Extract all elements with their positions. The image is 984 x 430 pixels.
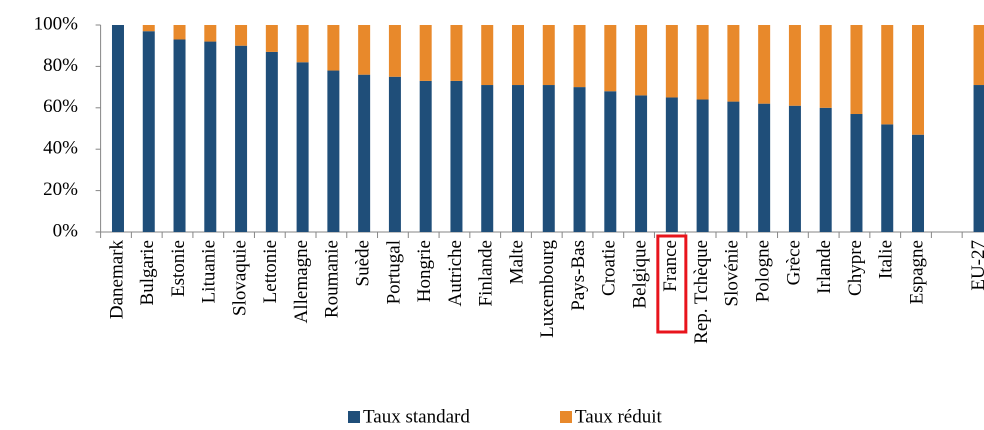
bar-segment	[819, 25, 832, 108]
bar-segment	[912, 134, 925, 232]
bar-segment	[665, 25, 678, 98]
x-tick-label: Pays-Bas	[568, 240, 589, 311]
x-tick-label: Croatie	[599, 240, 620, 296]
x-tick-label: Lituanie	[199, 240, 220, 303]
bar-segment	[204, 25, 217, 42]
bar-segment	[327, 70, 340, 232]
bar-segment	[542, 25, 555, 86]
bar-segment	[296, 62, 309, 233]
bar-segment	[788, 25, 801, 106]
x-tick-label: Allemagne	[291, 240, 312, 323]
bar-segment	[635, 25, 648, 96]
bar-segment	[788, 105, 801, 232]
x-tick-label: Bulgarie	[137, 240, 158, 305]
bar-segment	[973, 25, 984, 86]
bar-segment	[358, 74, 371, 233]
bar-segment	[850, 114, 863, 232]
bar-segment	[758, 25, 771, 104]
bar-segment	[388, 25, 401, 77]
bar-segment	[142, 25, 155, 32]
bar-segment	[973, 85, 984, 232]
legend-label: Taux standard	[363, 406, 470, 427]
x-tick-label: Suède	[353, 240, 374, 286]
y-tick-label: 80%	[43, 55, 78, 76]
bar-segment	[204, 41, 217, 233]
bar-segment	[665, 97, 678, 232]
y-tick-label: 20%	[43, 179, 78, 200]
bar-segment	[481, 25, 494, 86]
bar-segment	[511, 25, 524, 86]
bar-segment	[604, 25, 617, 92]
bar-segment	[635, 95, 648, 232]
bar-segment	[327, 25, 340, 71]
bar-segment	[388, 76, 401, 232]
x-tick-label: Luxembourg	[537, 240, 558, 338]
bar-segment	[450, 80, 463, 232]
y-tick-label: 100%	[34, 13, 79, 34]
x-tick-label: Portugal	[383, 240, 404, 304]
x-tick-label: Lettonie	[260, 240, 281, 303]
bar-segment	[881, 124, 894, 232]
x-tick-label: Danemark	[106, 240, 127, 320]
x-tick-label: Irlande	[814, 240, 835, 294]
x-tick-label: Roumanie	[322, 240, 343, 318]
x-tick-label: Chypre	[845, 240, 866, 296]
x-tick-label: Slovénie	[722, 240, 743, 307]
bar-segment	[542, 85, 555, 232]
bar-segment	[696, 99, 709, 233]
x-tick-label: Belgique	[629, 240, 650, 309]
x-tick-label: Finlande	[476, 240, 497, 307]
x-tick-label: Slovaquie	[229, 240, 250, 316]
x-tick-label: Grèce	[783, 240, 804, 285]
highlight-box	[656, 234, 688, 334]
x-tick-label: France	[660, 240, 681, 292]
legend-label: Taux réduit	[575, 406, 663, 427]
y-tick-label: 0%	[53, 220, 79, 241]
bar-segment	[850, 25, 863, 115]
x-tick-label: Estonie	[168, 240, 189, 297]
x-tick-label: Espagne	[906, 240, 927, 304]
legend-swatch	[348, 411, 360, 423]
bar-segment	[696, 25, 709, 100]
bar-segment	[265, 25, 278, 52]
bar-segment	[450, 25, 463, 81]
bar-segment	[358, 25, 371, 75]
bar-segment	[235, 45, 248, 233]
y-tick-label: 60%	[43, 96, 78, 117]
bar-segment	[235, 25, 248, 46]
bar-segment	[419, 80, 432, 232]
x-tick-label: Hongrie	[414, 240, 435, 302]
x-tick-label: Autriche	[445, 240, 466, 306]
bar-segment	[111, 25, 124, 232]
bar-segment	[296, 25, 309, 63]
bar-segment	[573, 25, 586, 88]
x-tick-label: Pologne	[753, 240, 774, 302]
bar-segment	[265, 51, 278, 232]
bar-segment	[727, 101, 740, 232]
x-tick-label: Italie	[876, 240, 897, 279]
x-tick-label: Malte	[506, 240, 527, 284]
bar-segment	[481, 85, 494, 232]
x-tick-label: Rep. Tchèque	[691, 240, 712, 344]
bar-segment	[173, 39, 186, 232]
bar-segment	[604, 91, 617, 233]
bar-segment	[912, 25, 925, 135]
bar-segment	[419, 25, 432, 81]
bar-segment	[819, 107, 832, 232]
bar-segment	[173, 25, 186, 40]
legend-swatch	[560, 411, 572, 423]
y-tick-label: 40%	[43, 138, 78, 159]
bar-segment	[881, 25, 894, 125]
bar-segment	[727, 25, 740, 102]
bar-segment	[142, 31, 155, 233]
x-tick-label: EU-27	[968, 240, 984, 291]
bar-segment	[573, 87, 586, 232]
bar-segment	[511, 85, 524, 232]
bar-segment	[758, 103, 771, 232]
